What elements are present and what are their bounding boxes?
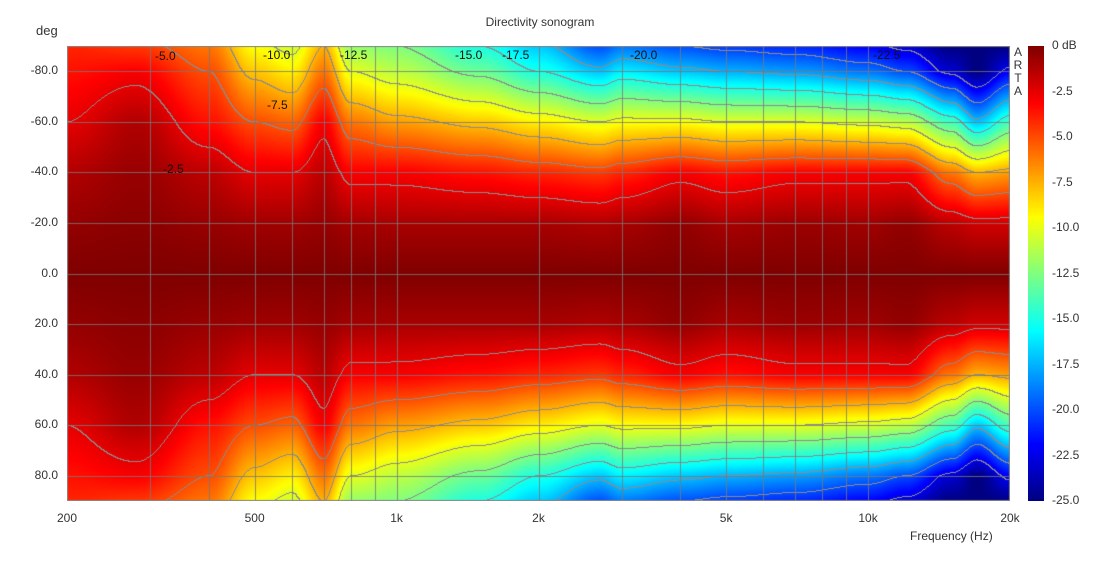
y-tick-label: 20.0 xyxy=(34,316,58,331)
x-axis-label: Frequency (Hz) xyxy=(910,529,993,543)
contour-label: -10.0 xyxy=(263,48,291,62)
contour-label: -12.5 xyxy=(340,48,368,62)
contour-label: -2.5 xyxy=(163,162,184,176)
contour-label: -17.5 xyxy=(502,48,530,62)
colorbar-tick-label: -10.0 xyxy=(1052,220,1080,234)
watermark-letter: A xyxy=(1013,84,1022,98)
contour-label: -7.5 xyxy=(267,98,288,112)
y-axis-label: deg xyxy=(36,23,58,38)
y-tick-label: 0.0 xyxy=(41,265,58,280)
colorbar-tick-label: -5.0 xyxy=(1052,129,1073,143)
watermark-letter: A xyxy=(1013,45,1022,59)
x-tick-label: 5k xyxy=(719,511,733,525)
contour-label: -20.0 xyxy=(630,48,658,62)
watermark-letter: T xyxy=(1014,71,1022,85)
colorbar-tick-label: -20.0 xyxy=(1052,402,1080,416)
x-tick-label: 2k xyxy=(532,511,545,525)
contour-label: -15.0 xyxy=(455,48,483,62)
colorbar-tick-label: -15.0 xyxy=(1052,311,1080,325)
y-tick-label: 60.0 xyxy=(34,417,58,432)
y-tick-label: 80.0 xyxy=(34,467,58,482)
colorbar-tick-label: -7.5 xyxy=(1052,174,1073,189)
x-tick-label: 1k xyxy=(390,511,403,525)
colorbar-tick-label: 0 dB xyxy=(1052,38,1077,52)
colorbar-tick-label: -25.0 xyxy=(1052,493,1080,507)
x-tick-label: 20k xyxy=(1000,511,1020,525)
x-tick-label: 200 xyxy=(56,511,78,525)
watermark-letter: R xyxy=(1013,58,1023,72)
contour-label: -5.0 xyxy=(155,49,176,63)
heatmap-plot xyxy=(67,46,1010,501)
colorbar xyxy=(1028,46,1044,501)
colorbar-tick-label: -17.5 xyxy=(1052,356,1080,371)
x-tick-label: 10k xyxy=(858,511,878,525)
chart-title: Directivity sonogram xyxy=(485,15,595,29)
y-tick-label: -40.0 xyxy=(30,164,58,179)
y-tick-label: -60.0 xyxy=(30,113,58,128)
y-tick-label: 40.0 xyxy=(34,366,58,381)
y-tick-label: -20.0 xyxy=(30,214,58,229)
x-tick-label: 500 xyxy=(244,511,265,525)
colorbar-tick-label: -12.5 xyxy=(1052,265,1080,280)
colorbar-tick-label: -2.5 xyxy=(1052,83,1073,98)
contour-label: -22.5 xyxy=(873,48,901,62)
y-tick-label: -80.0 xyxy=(30,63,58,78)
colorbar-tick-label: -22.5 xyxy=(1052,447,1080,462)
